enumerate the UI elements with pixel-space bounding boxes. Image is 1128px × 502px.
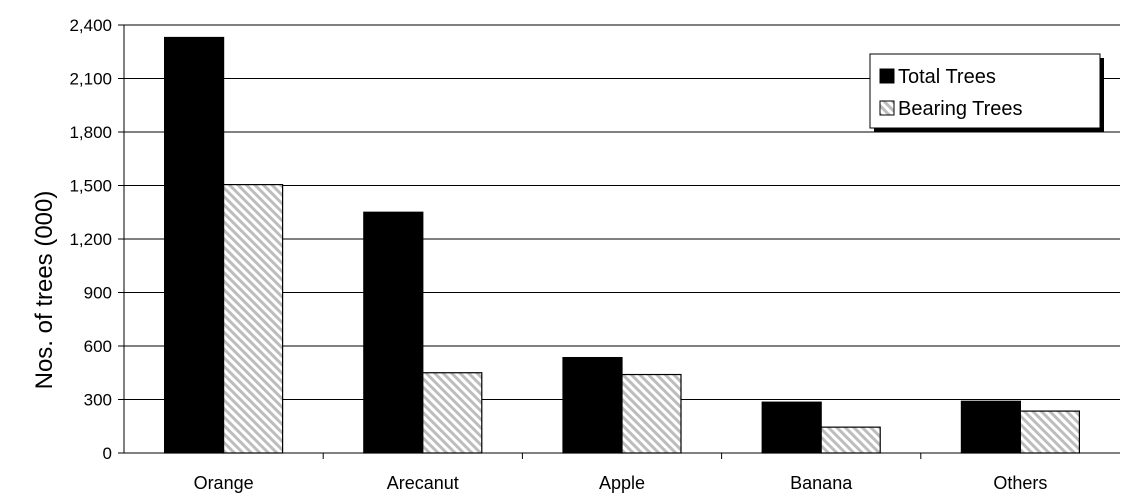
- axes: [123, 25, 1120, 454]
- y-axis-title: Nos. of trees (000): [31, 191, 58, 390]
- x-tick-label: Apple: [599, 473, 645, 493]
- x-tick-label: Others: [993, 473, 1047, 493]
- bars: [164, 36, 1081, 454]
- x-tick-label: Banana: [790, 473, 853, 493]
- bar-bearing-trees-others: [1019, 410, 1081, 454]
- gridlines: [124, 24, 1120, 400]
- y-tick-label: 2,100: [69, 70, 112, 89]
- legend-label: Bearing Trees: [898, 98, 1023, 120]
- bar-bearing-trees-banana: [820, 426, 881, 454]
- x-axis-labels: Orange Arecanut Apple Banana Others: [194, 453, 1047, 493]
- legend-box: [869, 53, 1101, 129]
- bar-total-trees-apple: [562, 356, 623, 454]
- legend-swatch: [879, 100, 895, 116]
- y-tick-label: 2,400: [69, 16, 112, 35]
- y-tick-label: 600: [84, 337, 112, 356]
- y-tick-label: 900: [84, 284, 112, 303]
- y-tick-label: 1,500: [69, 177, 112, 196]
- x-tick-label: Arecanut: [387, 473, 459, 493]
- x-tick-label: Orange: [194, 473, 254, 493]
- legend-swatch: [879, 68, 895, 84]
- bar-total-trees-others: [960, 400, 1022, 454]
- bar-bearing-trees-orange: [223, 184, 284, 454]
- y-axis-ticks: 0 300 600 900 1,200 1,500 1,800 2,100 2,400: [69, 16, 124, 463]
- bar-total-trees-banana: [761, 401, 822, 454]
- y-tick-label: 0: [103, 444, 112, 463]
- bar-total-trees-arecanut: [363, 211, 424, 454]
- bar-bearing-trees-arecanut: [422, 372, 483, 454]
- legend-label: Total Trees: [898, 66, 996, 88]
- bar-bearing-trees-apple: [621, 373, 682, 454]
- y-tick-label: 1,800: [69, 123, 112, 142]
- y-tick-label: 1,200: [69, 230, 112, 249]
- y-tick-label: 300: [84, 391, 112, 410]
- legend: Total Trees Bearing Trees: [869, 53, 1104, 132]
- bar-total-trees-orange: [164, 36, 225, 454]
